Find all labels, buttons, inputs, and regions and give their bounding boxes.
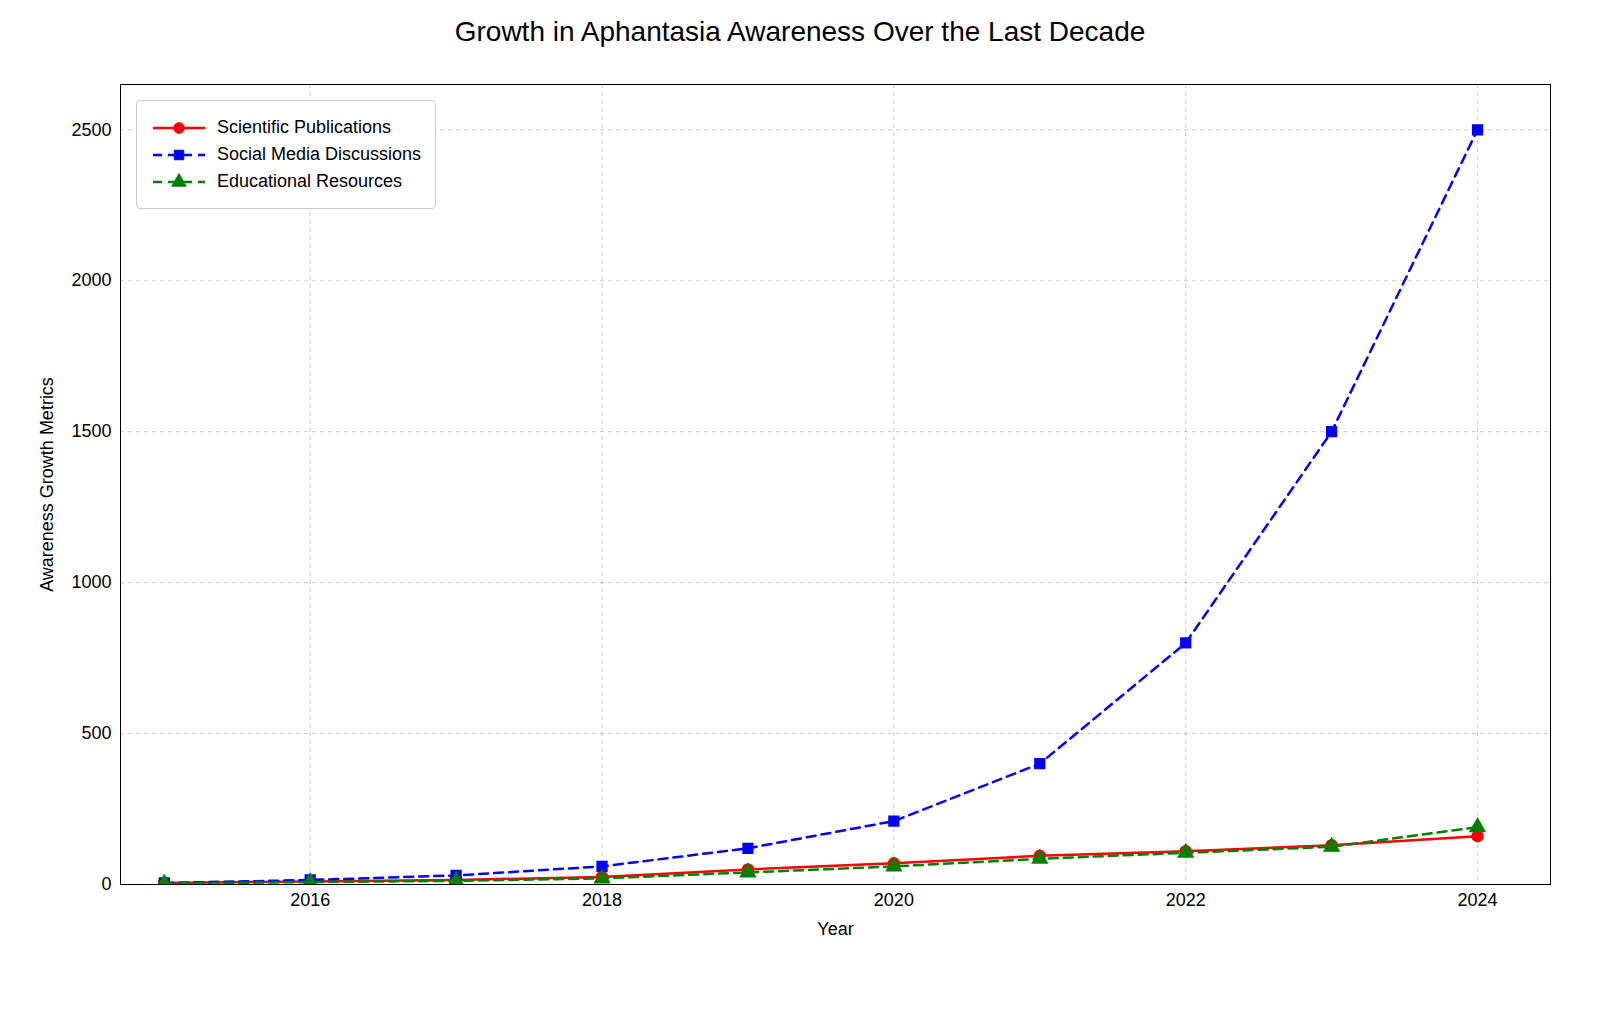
html-text:Growth in Aphantasia Awareness: Growth in Aphantasia Awareness Over the …: [454, 16, 1146, 47]
svg-text:0: 0: [101, 874, 111, 894]
svg-text:2020: 2020: [874, 890, 914, 910]
svg-text:1500: 1500: [71, 421, 111, 441]
svg-text:2024: 2024: [1458, 890, 1498, 910]
svg-text:Awareness Growth Metrics: Awareness Growth Metrics: [37, 377, 57, 592]
svg-text:2018: 2018: [582, 890, 622, 910]
svg-text:2000: 2000: [71, 270, 111, 290]
html-text:Educational Resources: Educational Resources: [217, 171, 403, 191]
svg-text:2022: 2022: [1166, 890, 1206, 910]
svg-text:500: 500: [81, 723, 111, 743]
html-text:Social Media Discussions: Social Media Discussions: [217, 144, 422, 164]
svg-text:1000: 1000: [71, 572, 111, 592]
svg-text:2016: 2016: [290, 890, 330, 910]
svg-text:2500: 2500: [71, 120, 111, 140]
html-text:Scientific Publications: Scientific Publications: [217, 117, 392, 137]
svg-text:Year: Year: [817, 919, 853, 939]
